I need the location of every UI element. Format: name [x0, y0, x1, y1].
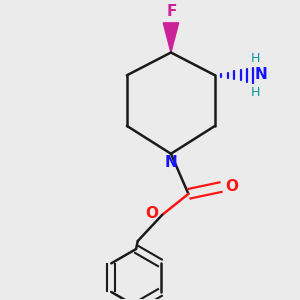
- Text: N: N: [165, 155, 177, 170]
- Text: H: H: [250, 86, 260, 99]
- Text: H: H: [250, 52, 260, 65]
- Text: F: F: [167, 4, 177, 20]
- Polygon shape: [163, 23, 178, 52]
- Text: O: O: [146, 206, 159, 221]
- Text: O: O: [225, 179, 238, 194]
- Text: N: N: [255, 67, 268, 82]
